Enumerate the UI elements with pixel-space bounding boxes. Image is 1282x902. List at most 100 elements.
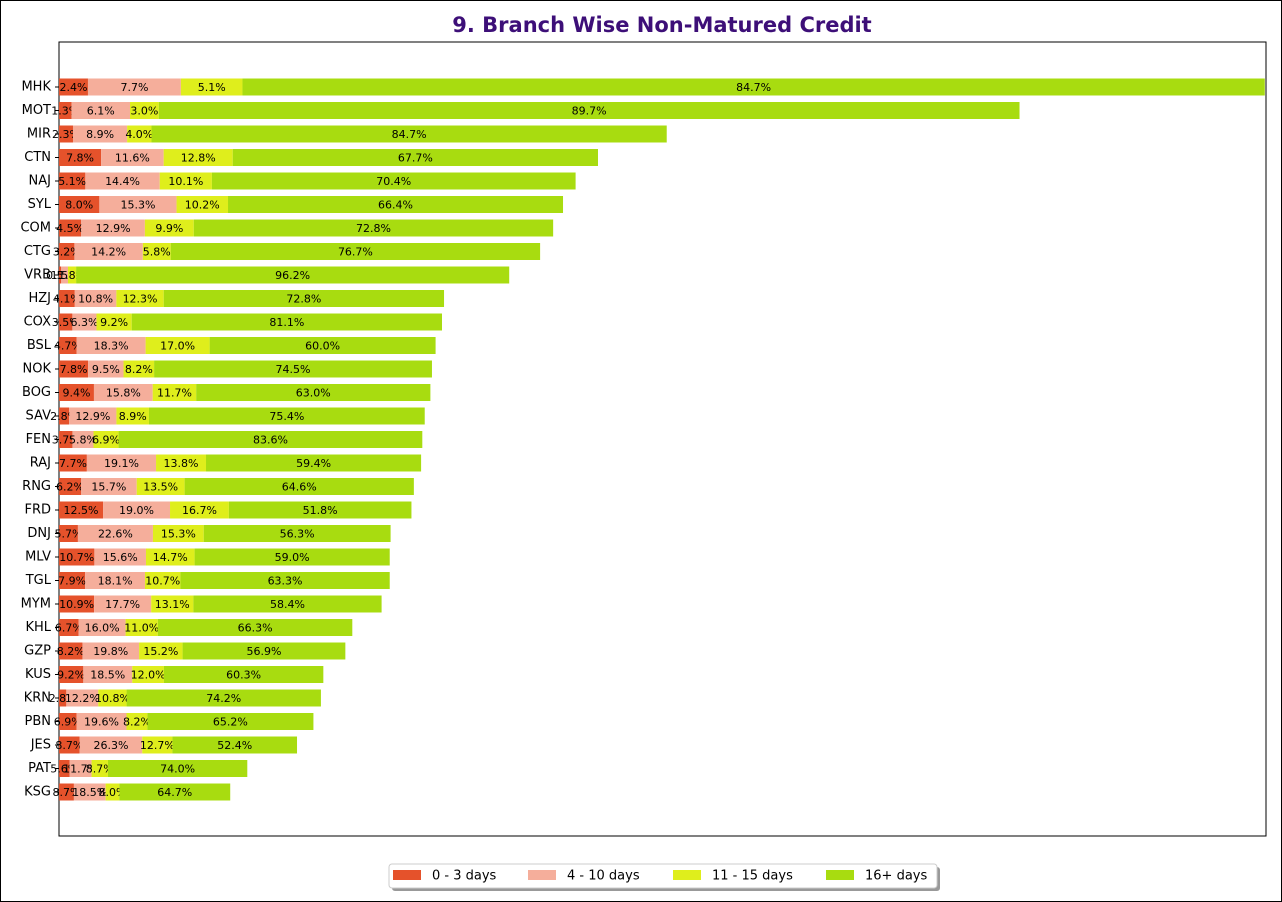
- value-label: 19.6%: [84, 716, 119, 729]
- legend-box: [388, 863, 938, 889]
- value-label: 8.7%: [55, 739, 83, 752]
- value-label: 15.2%: [143, 645, 178, 658]
- value-label: 72.8%: [286, 293, 321, 306]
- bar-segment: [74, 243, 143, 260]
- y-tick-label: BOG: [22, 385, 51, 400]
- bar-segment: [116, 290, 164, 307]
- value-label: 74.2%: [206, 692, 241, 705]
- bar-segment: [176, 196, 229, 213]
- bar-segment: [59, 172, 86, 190]
- value-label: 4.0%: [125, 128, 153, 141]
- bar-segment: [59, 783, 74, 801]
- bar-segment: [118, 431, 423, 448]
- bar-segment: [116, 407, 149, 425]
- bar-segment: [196, 384, 431, 401]
- bar-segment: [145, 337, 210, 354]
- bar-segment: [91, 760, 108, 777]
- value-label: 5.1%: [198, 81, 226, 94]
- value-label: 89.7%: [572, 105, 607, 118]
- bar-segment: [59, 149, 102, 166]
- y-tick-label: RNG: [22, 479, 51, 494]
- value-label: 84.7%: [392, 128, 427, 141]
- value-label: 14.2%: [91, 246, 126, 259]
- bar-segment: [144, 219, 194, 237]
- bar-segment: [101, 149, 164, 166]
- bar-segment: [93, 431, 119, 448]
- value-label: 64.7%: [157, 786, 192, 799]
- bar-segment: [87, 78, 181, 96]
- bar-segment: [170, 501, 229, 519]
- bar-segment: [81, 219, 145, 237]
- bar-segment: [125, 619, 158, 636]
- value-label: 10.7%: [59, 551, 94, 564]
- value-label: 16.7%: [182, 504, 217, 517]
- value-label: 6.9%: [54, 716, 82, 729]
- legend-label: 4 - 10 days: [567, 869, 640, 884]
- value-label: 14.7%: [153, 551, 188, 564]
- bar-segment: [154, 360, 432, 378]
- y-tick-label: KSG: [24, 785, 51, 800]
- bar-segment: [59, 407, 70, 425]
- value-label: 11.6%: [115, 152, 150, 165]
- value-label: 13.5%: [143, 481, 178, 494]
- value-label: 11.0%: [124, 622, 159, 635]
- y-tick-label: GZP: [24, 644, 51, 659]
- value-label: 56.3%: [280, 528, 315, 541]
- bar-segment: [228, 501, 412, 519]
- bar-segment: [172, 736, 298, 754]
- bar-segment: [88, 360, 124, 378]
- value-label: 6.7%: [55, 622, 83, 635]
- y-tick-label: MLV: [25, 550, 51, 565]
- y-tick-label: KUS: [25, 667, 51, 682]
- y-tick-label: MHK: [21, 80, 51, 95]
- legend-swatch: [673, 870, 701, 880]
- y-tick-label: NAJ: [29, 174, 51, 189]
- bar-segment: [193, 219, 554, 237]
- bar-segment: [130, 102, 159, 119]
- bar-segment: [132, 666, 164, 683]
- bar-segment: [157, 619, 353, 636]
- value-label: 9.2%: [57, 669, 85, 682]
- bar-segment: [228, 196, 564, 213]
- y-tick-label: TGL: [25, 573, 52, 588]
- value-label: 5.1%: [58, 175, 86, 188]
- bar-segment: [126, 713, 148, 730]
- value-label: 6.1%: [87, 105, 115, 118]
- bar-segment: [59, 196, 100, 213]
- value-label: 76.7%: [338, 246, 373, 259]
- value-label: 8.9%: [119, 410, 147, 423]
- value-label: 12.9%: [75, 410, 110, 423]
- value-label: 4.1%: [53, 293, 81, 306]
- bar-segment: [85, 572, 145, 589]
- bar-segment: [194, 548, 390, 566]
- bar-segment: [203, 525, 391, 542]
- y-tick-label: HZJ: [28, 291, 51, 306]
- legend-swatch: [393, 870, 421, 880]
- value-label: 65.2%: [213, 716, 248, 729]
- value-label: 7.7%: [120, 81, 148, 94]
- bar-segment: [119, 783, 231, 801]
- bar-segment: [163, 290, 445, 307]
- value-label: 19.1%: [104, 457, 139, 470]
- value-label: 81.1%: [269, 316, 304, 329]
- bar-segment: [94, 548, 146, 566]
- value-label: 19.0%: [119, 504, 154, 517]
- value-label: 18.5%: [72, 786, 107, 799]
- value-label: 64.6%: [282, 481, 317, 494]
- bar-segment: [59, 478, 82, 495]
- bar-segment: [59, 431, 73, 448]
- value-label: 66.4%: [378, 199, 413, 212]
- bar-segment: [59, 243, 75, 260]
- bar-segment: [126, 689, 321, 707]
- bar-segment: [76, 266, 510, 284]
- bar-segment: [72, 313, 97, 331]
- bar-segment: [79, 736, 143, 754]
- y-tick-label: MIR: [27, 127, 51, 142]
- bar-segment: [69, 407, 117, 425]
- bar-segment: [59, 266, 62, 284]
- bar-segment: [96, 313, 132, 331]
- y-tick-label: KHL: [25, 620, 51, 635]
- bar-segment: [163, 149, 233, 166]
- bar-segment: [59, 760, 70, 777]
